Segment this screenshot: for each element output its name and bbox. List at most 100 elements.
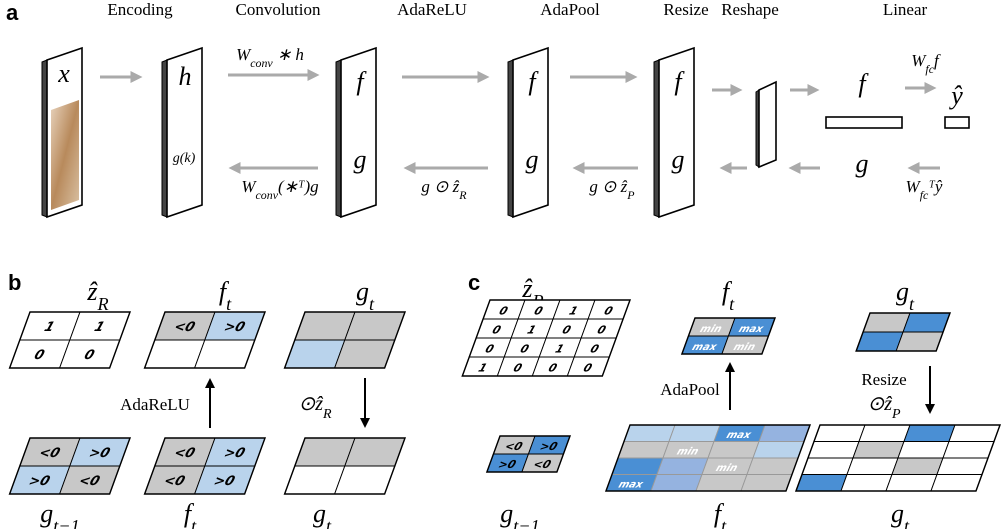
math-base: g — [313, 499, 326, 528]
grid: <0 >0 — [143, 311, 267, 369]
cell-label: min — [675, 446, 700, 458]
math-base: f — [184, 499, 195, 528]
math-base: g — [356, 277, 369, 306]
math-base: W — [906, 177, 922, 196]
var: gt — [891, 499, 910, 529]
cell-label: >0 — [538, 439, 560, 453]
math-rest: ᵀŷ — [928, 177, 943, 196]
grid-cell — [936, 457, 989, 475]
grid-cell — [650, 474, 703, 492]
grid: min max max min — [680, 317, 777, 355]
stage-title: Reshape — [721, 0, 779, 19]
grid-cell — [846, 457, 899, 475]
grid-border — [461, 299, 632, 377]
math-rest: ∗ h — [273, 45, 304, 64]
cell-label: min — [732, 341, 757, 353]
var: h — [179, 62, 192, 91]
grid-cell — [902, 312, 951, 333]
grid-cell — [807, 441, 860, 459]
math-base: g — [40, 499, 53, 528]
grid-cell — [707, 441, 760, 459]
cell-label: max — [725, 430, 753, 442]
grid — [283, 437, 407, 495]
math-base: ⊙ẑ — [298, 393, 323, 415]
grid-cell — [813, 424, 866, 442]
cell-label: <0 — [162, 474, 187, 489]
stage-title: AdaReLU — [397, 0, 467, 19]
stage-title: Convolution — [235, 0, 321, 19]
cell-label: >0 — [222, 320, 247, 335]
op: Wconv(∗ᵀ)g — [241, 177, 318, 202]
grid-border — [855, 312, 952, 352]
grid-cell — [746, 457, 799, 475]
grid: 1 10 0 — [8, 311, 132, 369]
op-label: ⊙ẑP — [867, 393, 901, 422]
math-rest: (∗ᵀ)g — [278, 177, 319, 196]
math-sub: R — [458, 188, 467, 202]
math-sub: t — [729, 294, 735, 314]
cell-label: <0 — [172, 320, 197, 335]
grid-border — [8, 437, 132, 495]
math-sub: t — [191, 516, 197, 529]
math-sub: R — [322, 407, 332, 422]
stage-title: Encoding — [107, 0, 173, 19]
var: ft — [184, 499, 197, 529]
grid-cell — [801, 457, 854, 475]
stage-title: Resize — [663, 0, 708, 19]
cell-label: <0 — [37, 446, 62, 461]
grid — [283, 311, 407, 369]
math-sub: fc — [925, 62, 934, 76]
op-label: Resize — [861, 370, 906, 389]
math-sub: R — [97, 294, 109, 314]
grid-cell — [668, 424, 721, 442]
math-sub: t−1 — [513, 516, 539, 529]
var: ft — [722, 277, 735, 314]
math-sub: t — [326, 516, 332, 529]
op: Wconv ∗ h — [236, 45, 304, 70]
math-sub: t — [909, 294, 915, 314]
cell-label: max — [691, 341, 719, 353]
grid-cell — [795, 474, 848, 492]
math-base: g — [500, 499, 513, 528]
grid-cell — [903, 424, 956, 442]
slabs — [41, 46, 970, 219]
math-sub: t — [226, 294, 232, 314]
grid-border — [604, 424, 812, 492]
op-label: AdaPool — [660, 380, 720, 399]
grid-cell — [840, 474, 893, 492]
var: ft — [219, 277, 232, 314]
grid-cell — [752, 441, 805, 459]
op: Wfcf — [911, 51, 941, 76]
grid-cell — [948, 424, 1001, 442]
stage-title: AdaPool — [540, 0, 600, 19]
var: f — [528, 67, 539, 96]
cell-label: <0 — [503, 439, 525, 453]
grid-cell — [862, 312, 911, 333]
cell-label: <0 — [172, 446, 197, 461]
var: gt — [896, 277, 915, 314]
math-base: ẑ — [521, 274, 533, 303]
math-base: f — [219, 277, 230, 306]
grid: <0 >0 <0 >0 — [143, 437, 267, 495]
math-sub: t — [721, 516, 727, 529]
math-base: W — [236, 45, 252, 64]
var: x — [57, 59, 70, 88]
cell-label: min — [698, 323, 723, 335]
arrows — [100, 69, 940, 174]
var: g — [672, 145, 685, 174]
grid — [855, 312, 952, 352]
op: g ⊙ ẑP — [589, 177, 634, 202]
grid-cell — [858, 424, 911, 442]
op: Wfcᵀŷ — [906, 177, 943, 202]
grid-border — [485, 435, 572, 473]
var: g — [354, 145, 367, 174]
cell-label: >0 — [27, 474, 52, 489]
math-sub: conv — [250, 56, 273, 70]
grid: <0 >0 >0 <0 — [8, 437, 132, 495]
var: g(k) — [173, 151, 196, 166]
math-base: f — [722, 277, 733, 306]
grid-border — [283, 437, 407, 495]
grid-cell — [942, 441, 995, 459]
grid-cell — [617, 441, 670, 459]
